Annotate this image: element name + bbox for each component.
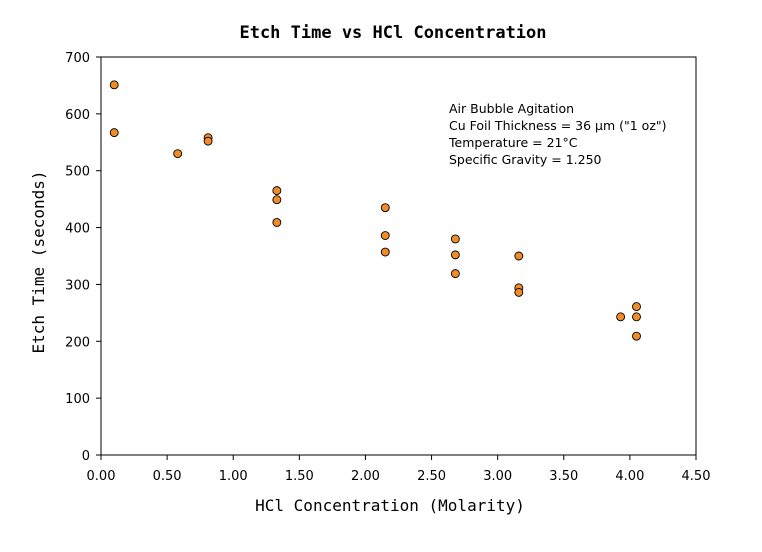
data-point xyxy=(272,186,282,196)
x-tick-label: 0.00 xyxy=(87,469,116,484)
x-tick-label: 4.00 xyxy=(615,469,644,484)
annotation-foil-thickness: Cu Foil Thickness = 36 µm ("1 oz") xyxy=(449,118,667,133)
y-tick-label: 100 xyxy=(65,392,90,407)
annotation-block: Air Bubble Agitation Cu Foil Thickness =… xyxy=(448,101,667,167)
y-axis: 0 100 200 300 400 500 600 700 xyxy=(65,51,101,464)
x-axis-label: HCl Concentration (Molarity) xyxy=(255,496,525,515)
y-tick-label: 200 xyxy=(65,335,90,350)
data-point xyxy=(450,250,460,260)
data-points xyxy=(109,80,641,341)
x-tick-label: 1.00 xyxy=(219,469,248,484)
y-tick-label: 700 xyxy=(65,51,90,66)
data-point xyxy=(109,80,119,90)
y-tick-label: 400 xyxy=(65,222,90,237)
data-point xyxy=(632,312,641,322)
data-point xyxy=(173,149,183,159)
annotation-agitation: Air Bubble Agitation xyxy=(449,101,574,116)
data-point xyxy=(380,247,390,257)
data-point xyxy=(203,136,213,146)
x-tick-label: 3.00 xyxy=(483,469,512,484)
x-axis: 0.00 0.50 1.00 1.50 2.00 2.50 3.00 3.50 4.00 4.50 xyxy=(87,455,711,484)
data-point xyxy=(272,218,282,227)
data-point xyxy=(450,234,460,244)
x-tick-label: 2.50 xyxy=(417,469,446,484)
data-point xyxy=(450,269,460,279)
x-tick-label: 2.00 xyxy=(351,469,380,484)
annotation-temperature: Temperature = 21°C xyxy=(448,135,578,150)
data-point xyxy=(380,203,390,213)
data-point xyxy=(616,312,626,322)
x-tick-label: 1.50 xyxy=(285,469,314,484)
data-point xyxy=(514,251,524,261)
y-tick-label: 500 xyxy=(65,165,90,180)
data-point xyxy=(514,287,524,297)
data-point xyxy=(109,128,119,138)
annotation-specific-gravity: Specific Gravity = 1.250 xyxy=(449,152,602,167)
chart-title: Etch Time vs HCl Concentration xyxy=(239,23,546,43)
data-point xyxy=(632,302,641,312)
y-axis-label: Etch Time (seconds) xyxy=(29,170,48,353)
data-point xyxy=(380,231,390,240)
y-tick-label: 600 xyxy=(65,108,90,123)
x-tick-label: 3.50 xyxy=(549,469,578,484)
data-point xyxy=(272,195,282,205)
plot-area xyxy=(100,56,697,456)
data-point xyxy=(632,331,641,341)
y-tick-label: 0 xyxy=(82,449,90,464)
y-tick-label: 300 xyxy=(65,278,90,293)
x-tick-label: 4.50 xyxy=(682,469,711,484)
x-tick-label: 0.50 xyxy=(153,469,182,484)
